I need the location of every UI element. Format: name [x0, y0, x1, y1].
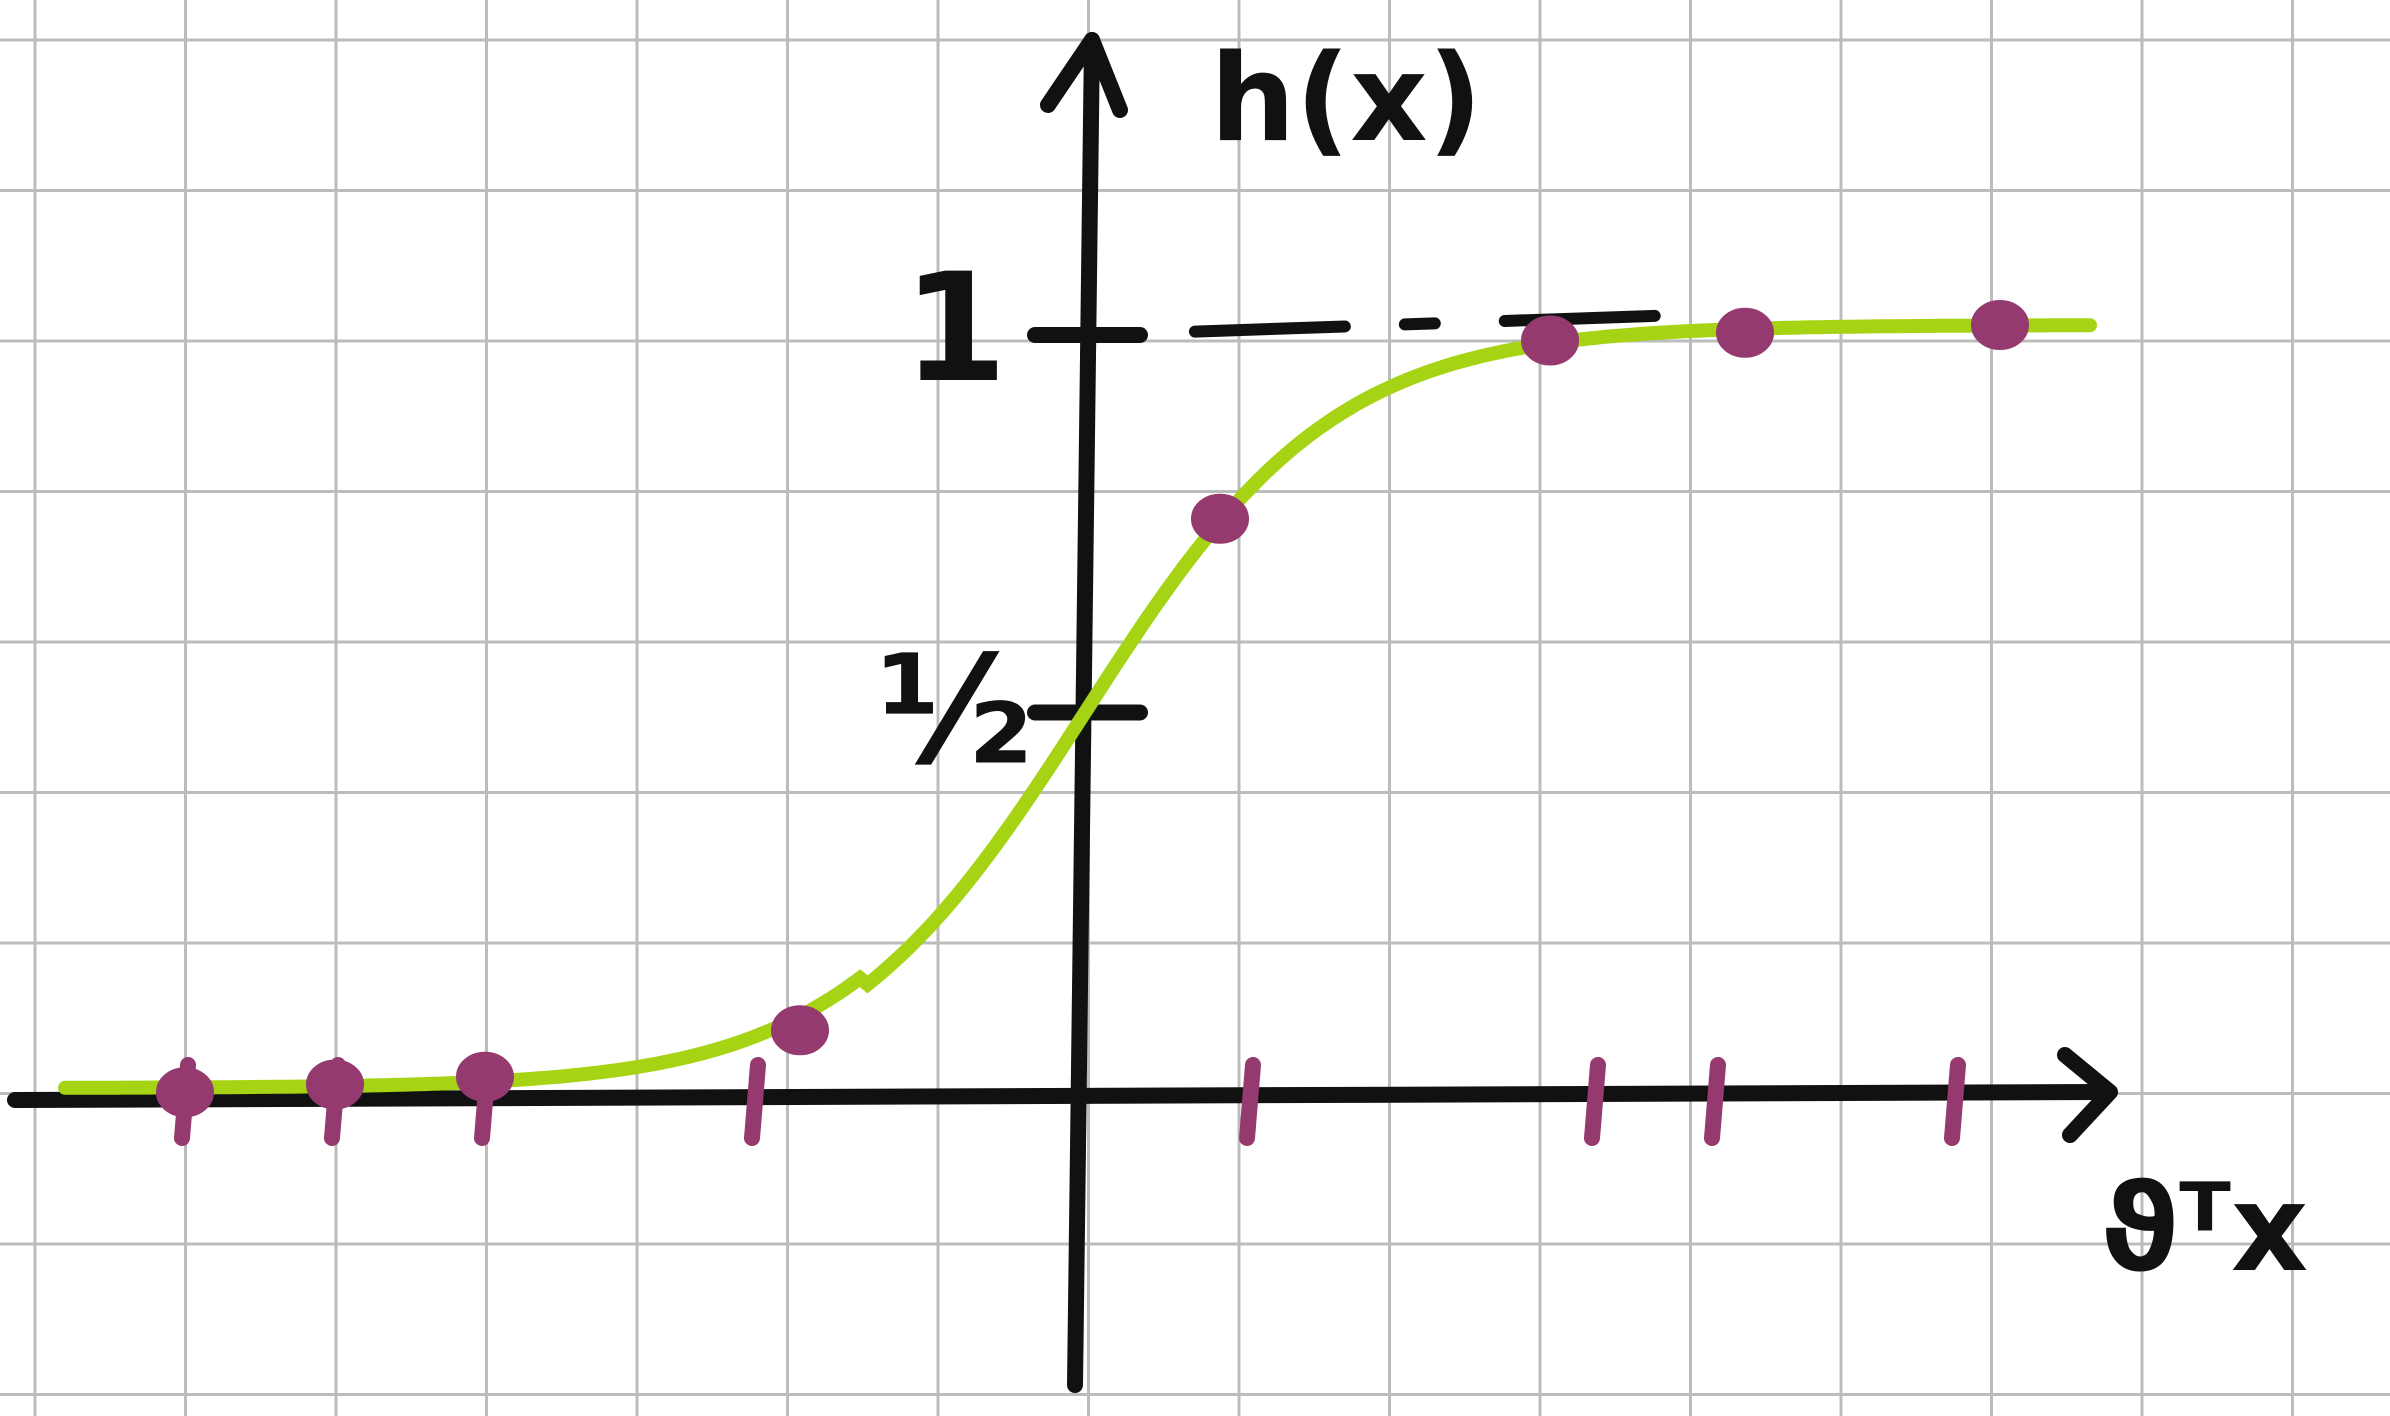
- data-point: [156, 1067, 214, 1118]
- data-points: [156, 300, 2029, 1118]
- data-point: [1971, 300, 2029, 350]
- x-tick: [744, 1057, 766, 1146]
- y-axis-arrow: [1040, 32, 1128, 118]
- x-tick: [1704, 1057, 1726, 1146]
- y-axis-label: h(x): [1210, 30, 1483, 169]
- y-ticks: ½1: [877, 242, 1148, 799]
- x-tick: [1944, 1057, 1966, 1146]
- data-point: [456, 1051, 514, 1102]
- data-point: [771, 1005, 829, 1056]
- asymptote-dash: [1089, 309, 1686, 341]
- x-axis-arrow: [2057, 1047, 2118, 1143]
- data-point: [306, 1059, 364, 1110]
- x-tick: [1239, 1057, 1261, 1146]
- y-tick-label: ½: [877, 625, 1032, 799]
- x-axis-label: ϑᵀx: [2100, 1160, 2308, 1299]
- data-point: [1716, 307, 1774, 358]
- data-point: [1521, 315, 1579, 366]
- y-tick-label: 1: [903, 242, 1007, 416]
- x-axis: [7, 1084, 2108, 1108]
- asymptote-line: [1089, 309, 1686, 341]
- x-tick: [1584, 1057, 1606, 1146]
- data-point: [1191, 493, 1249, 544]
